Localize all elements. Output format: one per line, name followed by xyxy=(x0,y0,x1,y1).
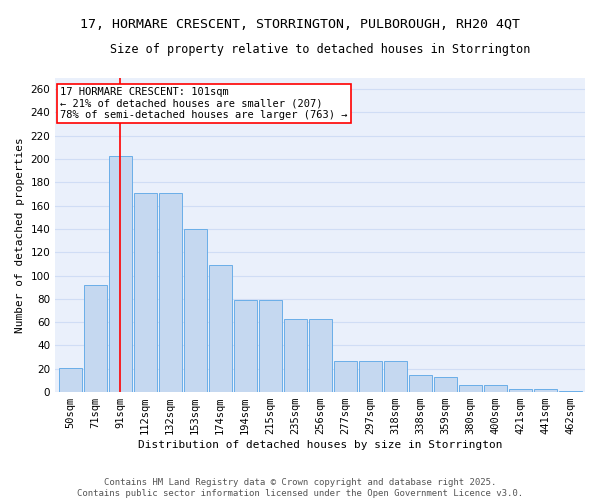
Bar xyxy=(308,318,332,392)
Text: 17 HORMARE CRESCENT: 101sqm
← 21% of detached houses are smaller (207)
78% of se: 17 HORMARE CRESCENT: 101sqm ← 21% of det… xyxy=(61,87,348,120)
Bar xyxy=(509,388,532,392)
Bar xyxy=(359,360,382,392)
Bar xyxy=(83,285,107,392)
X-axis label: Distribution of detached houses by size in Storrington: Distribution of detached houses by size … xyxy=(138,440,502,450)
Bar xyxy=(259,300,281,392)
Bar xyxy=(383,360,407,392)
Bar xyxy=(109,156,131,392)
Bar xyxy=(559,391,581,392)
Bar xyxy=(134,193,157,392)
Bar xyxy=(158,193,182,392)
Bar xyxy=(184,229,206,392)
Bar xyxy=(334,360,356,392)
Y-axis label: Number of detached properties: Number of detached properties xyxy=(15,137,25,332)
Title: Size of property relative to detached houses in Storrington: Size of property relative to detached ho… xyxy=(110,42,530,56)
Bar xyxy=(409,374,431,392)
Bar xyxy=(284,318,307,392)
Bar xyxy=(434,377,457,392)
Text: 17, HORMARE CRESCENT, STORRINGTON, PULBOROUGH, RH20 4QT: 17, HORMARE CRESCENT, STORRINGTON, PULBO… xyxy=(80,18,520,30)
Bar xyxy=(59,368,82,392)
Bar xyxy=(209,265,232,392)
Bar xyxy=(458,385,482,392)
Bar xyxy=(484,385,506,392)
Bar xyxy=(533,388,557,392)
Text: Contains HM Land Registry data © Crown copyright and database right 2025.
Contai: Contains HM Land Registry data © Crown c… xyxy=(77,478,523,498)
Bar xyxy=(233,300,257,392)
